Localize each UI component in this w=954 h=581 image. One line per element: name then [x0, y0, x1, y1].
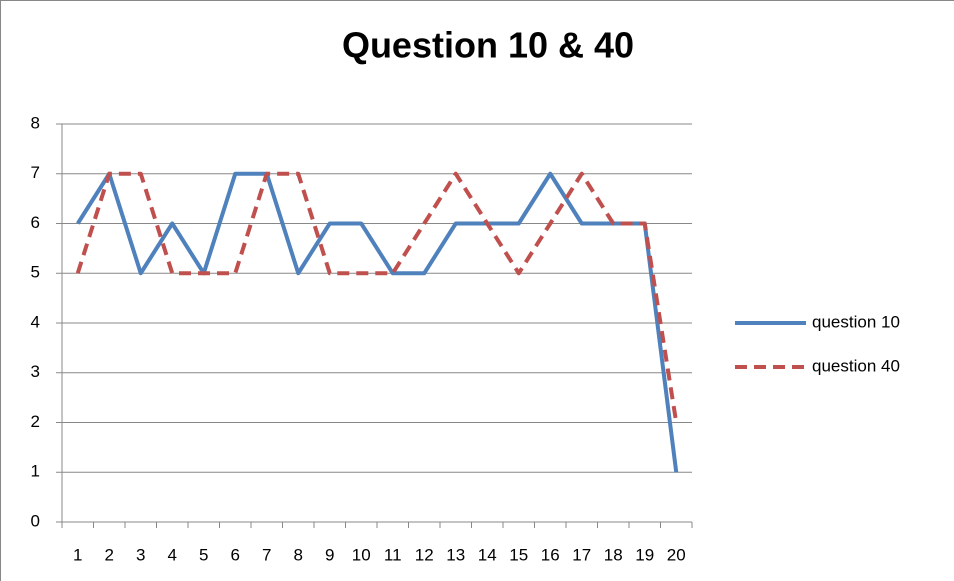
legend-label: question 10: [812, 312, 900, 331]
y-tick-label: 5: [31, 263, 40, 282]
x-tick-label: 9: [325, 545, 334, 564]
x-tick-label: 8: [294, 545, 303, 564]
x-tick-label: 18: [604, 545, 623, 564]
x-tick-label: 7: [262, 545, 271, 564]
y-tick-label: 1: [31, 462, 40, 481]
x-tick-label: 12: [415, 545, 434, 564]
x-tick-label: 1: [73, 545, 82, 564]
x-tick-label: 15: [509, 545, 528, 564]
y-tick-label: 3: [31, 362, 40, 381]
x-tick-label: 6: [231, 545, 240, 564]
x-tick-label: 10: [352, 545, 371, 564]
x-tick-label: 19: [635, 545, 654, 564]
x-tick-label: 16: [541, 545, 560, 564]
x-tick-label: 14: [478, 545, 497, 564]
y-tick-label: 8: [31, 113, 40, 132]
x-tick-label: 5: [199, 545, 208, 564]
x-tick-label: 11: [384, 545, 402, 564]
series-line: [75, 171, 679, 423]
x-tick-label: 13: [446, 545, 465, 564]
y-tick-label: 2: [31, 412, 40, 431]
y-tick-label: 0: [31, 511, 40, 530]
y-tick-label: 6: [31, 213, 40, 232]
x-tick-label: 17: [572, 545, 591, 564]
x-tick-label: 2: [105, 545, 114, 564]
y-tick-label: 4: [31, 312, 40, 331]
x-tick-label: 4: [168, 545, 177, 564]
legend-label: question 40: [812, 356, 900, 375]
x-tick-label: 20: [667, 545, 686, 564]
chart-title: Question 10 & 40: [342, 25, 634, 66]
series-line: [76, 171, 679, 473]
x-tick-label: 3: [136, 545, 145, 564]
y-tick-label: 7: [31, 163, 40, 182]
